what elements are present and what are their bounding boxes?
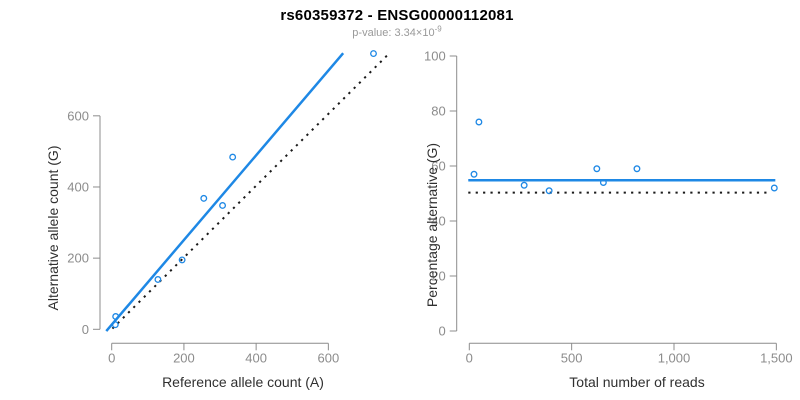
pvalue-exponent: -9	[434, 24, 442, 34]
data-point	[111, 321, 119, 329]
y-axis-title: Alternative allele count (G)	[45, 146, 61, 311]
data-point	[475, 118, 483, 126]
y-tick-label: 400	[67, 179, 89, 194]
y-tick-label: 40	[431, 214, 445, 229]
regression-fit-line	[105, 52, 345, 332]
data-point	[520, 181, 528, 189]
data-point	[593, 165, 601, 173]
data-point	[770, 184, 778, 192]
data-point	[370, 50, 377, 58]
y-tick-label: 100	[424, 49, 446, 64]
data-point	[633, 165, 641, 173]
right-scatter-plot: 0 20 40 60 80 100 0 500 1,000 1,500 Total number o…	[424, 49, 793, 391]
x-axis-title: Reference allele count (A)	[162, 374, 324, 390]
data-point	[599, 179, 607, 186]
figure-subtitle: p-value: 3.34×10-9	[0, 24, 794, 39]
data-point	[229, 153, 237, 161]
data-point	[154, 276, 162, 283]
y-tick-label: 0	[82, 322, 89, 337]
y-tick-label: 20	[431, 269, 445, 284]
data-point	[545, 187, 553, 195]
x-tick-label: 200	[173, 350, 195, 365]
x-axis-title: Total number of reads	[569, 374, 704, 390]
data-point	[470, 170, 478, 178]
pvalue-text: p-value: 3.34×10	[352, 27, 435, 39]
y-tick-label: 0	[438, 324, 445, 339]
y-axis-title: Percentage alternative (G)	[424, 143, 440, 307]
x-tick-label: 1,500	[760, 350, 793, 365]
data-point	[200, 194, 208, 202]
left-scatter-plot: 0 200 400 600 0 200 400 600 Reference allele cou…	[45, 50, 391, 390]
data-point	[178, 256, 186, 264]
x-tick-label: 500	[561, 350, 583, 365]
y-tick-label: 600	[67, 108, 89, 123]
figure-title: rs60359372 - ENSG00000112081	[280, 7, 514, 24]
data-point	[112, 313, 120, 320]
y-tick-label: 60	[431, 159, 445, 174]
identity-line	[111, 52, 391, 330]
x-tick-label: 1,000	[658, 350, 691, 365]
x-tick-label: 0	[466, 350, 473, 365]
y-tick-label: 80	[431, 104, 445, 119]
y-tick-label: 200	[67, 251, 89, 266]
data-point	[219, 202, 227, 209]
x-tick-label: 400	[245, 350, 267, 365]
x-tick-label: 0	[108, 350, 115, 365]
x-tick-label: 600	[318, 350, 340, 365]
